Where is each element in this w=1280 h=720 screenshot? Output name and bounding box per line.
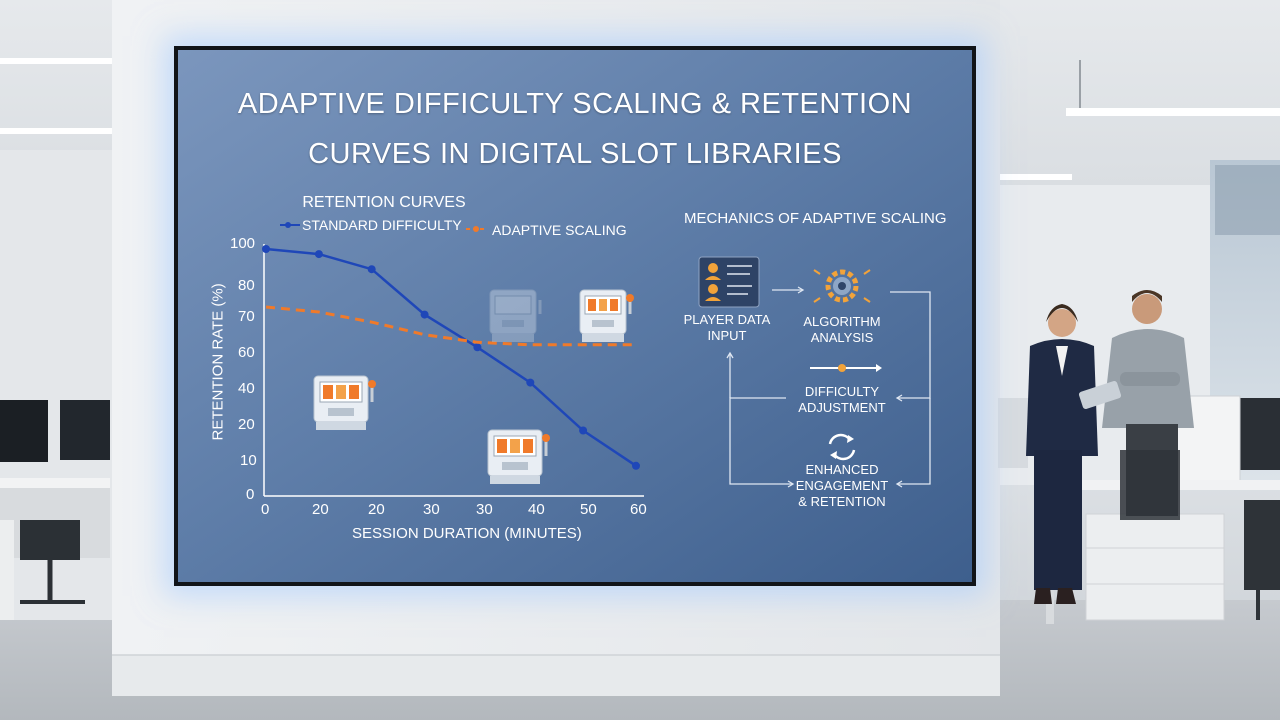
series-line bbox=[265, 247, 637, 467]
gear-icon bbox=[813, 269, 871, 303]
slot-machine-icon bbox=[313, 375, 376, 430]
node-label-line: ADJUSTMENT bbox=[798, 400, 886, 415]
slot-machine-icon-faded bbox=[489, 289, 542, 342]
x-tick-label: 20 bbox=[368, 501, 385, 518]
x-tick-label: 30 bbox=[476, 501, 493, 518]
data-point bbox=[526, 378, 535, 387]
series-line bbox=[265, 305, 636, 347]
node-label-line: INPUT bbox=[707, 328, 747, 343]
node-enhanced-engagement: ENHANCED ENGAGEMENT & RETENTION bbox=[786, 462, 898, 510]
node-label-line: DIFFICULTY bbox=[804, 384, 880, 399]
series-adaptive-scaling bbox=[265, 305, 636, 347]
node-label-line: PLAYER DATA bbox=[683, 312, 771, 327]
y-tick-label: 70 bbox=[238, 308, 255, 325]
data-point bbox=[473, 343, 482, 352]
chart-title: RETENTION CURVES bbox=[302, 194, 466, 211]
data-point bbox=[579, 426, 588, 435]
y-tick-label: 0 bbox=[246, 486, 255, 503]
refresh-icon bbox=[828, 433, 856, 461]
x-tick-label: 60 bbox=[630, 501, 647, 518]
x-tick-label: 40 bbox=[528, 501, 545, 518]
slot-machine-icon bbox=[579, 289, 634, 342]
person-woman bbox=[1026, 304, 1122, 604]
legend-adaptive-label: ADAPTIVE SCALING bbox=[492, 222, 627, 238]
node-algorithm-analysis: ALGORITHM ANALYSIS bbox=[792, 314, 892, 346]
slot-machine-icon bbox=[487, 429, 550, 484]
data-point bbox=[367, 265, 376, 274]
legend-marker-standard bbox=[280, 222, 300, 228]
x-tick-label: 0 bbox=[261, 501, 270, 518]
node-label-line: ENGAGEMENT bbox=[795, 478, 889, 493]
y-tick-label: 10 bbox=[240, 452, 257, 469]
y-tick-label: 80 bbox=[238, 277, 255, 294]
node-label-line: ENHANCED bbox=[805, 462, 879, 477]
ceiling-light bbox=[1066, 108, 1280, 116]
y-tick-label: 60 bbox=[238, 344, 255, 361]
y-axis-label: RETENTION RATE (%) bbox=[209, 283, 227, 441]
y-tick-label: 100 bbox=[230, 235, 256, 252]
data-point bbox=[314, 250, 323, 259]
x-axis-label: SESSION DURATION (MINUTES) bbox=[352, 525, 582, 542]
data-point bbox=[632, 461, 640, 470]
data-point bbox=[262, 245, 270, 253]
x-tick-label: 20 bbox=[312, 501, 329, 518]
legend-marker-adaptive bbox=[466, 226, 486, 232]
monitor bbox=[0, 400, 48, 462]
ceiling-light bbox=[998, 174, 1072, 180]
ceiling-light bbox=[0, 128, 112, 134]
data-point bbox=[420, 310, 429, 319]
page-title-line-1: ADAPTIVE DIFFICULTY SCALING & RETENTION bbox=[237, 88, 913, 120]
mechanics-title: MECHANICS OF ADAPTIVE SCALING bbox=[684, 210, 947, 227]
monitor bbox=[1236, 398, 1280, 470]
slider-icon bbox=[810, 364, 882, 372]
node-label-line: ALGORITHM bbox=[803, 314, 881, 329]
x-tick-label: 30 bbox=[423, 501, 440, 518]
node-label-line: ANALYSIS bbox=[810, 330, 874, 345]
y-tick-label: 40 bbox=[238, 380, 255, 397]
y-tick-label: 20 bbox=[238, 416, 255, 433]
screen-graphics bbox=[174, 46, 976, 586]
node-label-line: & RETENTION bbox=[798, 494, 886, 509]
ceiling-light bbox=[0, 58, 112, 64]
x-tick-label: 50 bbox=[580, 501, 597, 518]
presentation-screen: ADAPTIVE DIFFICULTY SCALING & RETENTION … bbox=[174, 46, 976, 586]
desk bbox=[0, 478, 110, 488]
node-player-data-input: PLAYER DATA INPUT bbox=[680, 312, 774, 344]
series-standard-difficulty bbox=[262, 245, 640, 470]
user-data-icon bbox=[698, 256, 760, 308]
node-difficulty-adjustment: DIFFICULTY ADJUSTMENT bbox=[792, 384, 892, 416]
legend-standard-label: STANDARD DIFFICULTY bbox=[302, 217, 462, 233]
drawer-cabinet bbox=[1085, 513, 1225, 621]
flow-arrows bbox=[726, 286, 931, 488]
page-title-line-2: CURVES IN DIGITAL SLOT LIBRARIES bbox=[308, 138, 842, 170]
